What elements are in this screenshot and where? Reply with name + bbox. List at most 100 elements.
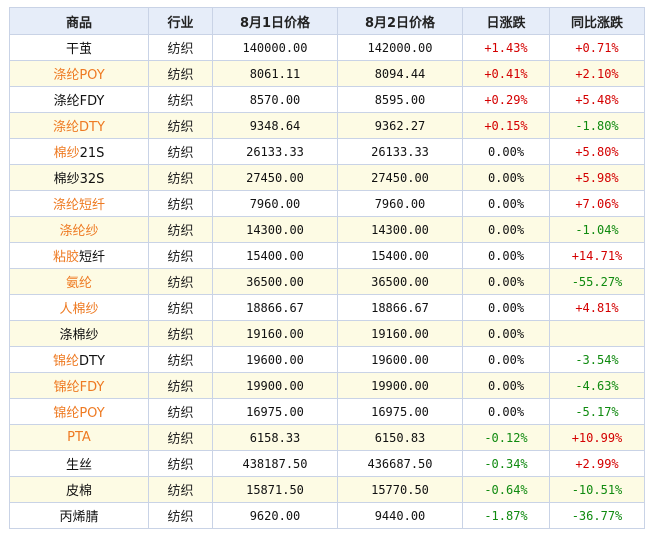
commodity-name-cell: 棉纱21S [9,138,149,165]
daily-change-cell: -0.12% [462,424,550,451]
commodity-name-cell: PTA [9,424,149,451]
yoy-change-cell: +0.71% [549,34,645,61]
commodity-name-cell: 锦纶DTY [9,346,149,373]
price-aug2-cell: 15400.00 [337,242,463,269]
daily-change-cell: 0.00% [462,268,550,295]
industry-cell: 纺织 [148,398,213,425]
price-aug1-cell: 9620.00 [212,502,338,529]
table-row: 涤纶纱 纺织 14300.00 14300.00 0.00% -1.04% [9,216,645,243]
daily-change-cell: 0.00% [462,164,550,191]
table-row: 棉纱32S 纺织 27450.00 27450.00 0.00% +5.98% [9,164,645,191]
price-aug2-cell: 26133.33 [337,138,463,165]
yoy-change-cell: -5.17% [549,398,645,425]
price-aug1-cell: 438187.50 [212,450,338,477]
industry-cell: 纺织 [148,112,213,139]
price-aug2-cell: 8595.00 [337,86,463,113]
table-row: 棉纱21S 纺织 26133.33 26133.33 0.00% +5.80% [9,138,645,165]
industry-cell: 纺织 [148,502,213,529]
price-aug1-cell: 6158.33 [212,424,338,451]
industry-cell: 纺织 [148,138,213,165]
yoy-change-cell: +14.71% [549,242,645,269]
daily-change-cell: +0.41% [462,60,550,87]
price-aug2-cell: 8094.44 [337,60,463,87]
yoy-change-cell [549,320,645,347]
industry-cell: 纺织 [148,216,213,243]
commodity-name-text: 干茧 [65,42,92,57]
daily-change-cell: +0.15% [462,112,550,139]
commodity-link[interactable]: 涤纶DTY [53,120,105,135]
price-aug2-cell: 19900.00 [337,372,463,399]
commodity-link[interactable]: 涤纶POY [53,68,105,83]
commodity-link[interactable]: 粘胶 [52,250,79,265]
daily-change-cell: 0.00% [462,320,550,347]
price-aug1-cell: 14300.00 [212,216,338,243]
daily-change-cell: -0.64% [462,476,550,503]
commodity-link[interactable]: 锦纶 [53,354,80,369]
price-aug2-cell: 142000.00 [337,34,463,61]
commodity-link[interactable]: 棉纱 [53,146,80,161]
table-row: 涤棉纱 纺织 19160.00 19160.00 0.00% [9,320,645,347]
yoy-change-cell: -36.77% [549,502,645,529]
commodity-name-cell: 干茧 [9,34,149,61]
industry-cell: 纺织 [148,268,213,295]
commodity-name-cell: 人棉纱 [9,294,149,321]
price-aug1-cell: 140000.00 [212,34,338,61]
daily-change-cell: 0.00% [462,294,550,321]
commodity-link[interactable]: 氨纶 [65,276,92,291]
commodity-link[interactable]: PTA [67,430,91,445]
price-aug1-cell: 18866.67 [212,294,338,321]
commodity-name-cell: 涤纶POY [9,60,149,87]
industry-cell: 纺织 [148,424,213,451]
price-aug1-cell: 36500.00 [212,268,338,295]
header-yoy-change: 同比涨跌 [549,7,645,35]
industry-cell: 纺织 [148,164,213,191]
table-row: 锦纶FDY 纺织 19900.00 19900.00 0.00% -4.63% [9,372,645,399]
price-aug1-cell: 26133.33 [212,138,338,165]
yoy-change-cell: +5.48% [549,86,645,113]
price-aug1-cell: 19160.00 [212,320,338,347]
daily-change-cell: 0.00% [462,138,550,165]
commodity-name-text: 棉纱32S [53,172,105,187]
daily-change-cell: +1.43% [462,34,550,61]
table-row: 锦纶POY 纺织 16975.00 16975.00 0.00% -5.17% [9,398,645,425]
commodity-name-text: 涤纶FDY [53,94,105,109]
commodity-link[interactable]: 锦纶POY [53,406,105,421]
commodity-link[interactable]: 涤纶短纤 [52,198,105,213]
price-aug1-cell: 9348.64 [212,112,338,139]
table-row: 丙烯腈 纺织 9620.00 9440.00 -1.87% -36.77% [9,502,645,529]
commodity-name-text: 皮棉 [65,484,92,499]
industry-cell: 纺织 [148,242,213,269]
yoy-change-cell: -10.51% [549,476,645,503]
price-aug2-cell: 18866.67 [337,294,463,321]
commodity-link[interactable]: 锦纶FDY [53,380,105,395]
daily-change-cell: 0.00% [462,242,550,269]
commodity-name-text: DTY [79,354,105,369]
commodity-link[interactable]: 人棉纱 [59,302,99,317]
commodity-name-text: 21S [79,146,105,161]
yoy-change-cell: +2.99% [549,450,645,477]
daily-change-cell: -1.87% [462,502,550,529]
price-aug1-cell: 8061.11 [212,60,338,87]
price-aug2-cell: 436687.50 [337,450,463,477]
price-aug1-cell: 16975.00 [212,398,338,425]
header-commodity: 商品 [9,7,149,35]
yoy-change-cell: +10.99% [549,424,645,451]
price-aug2-cell: 6150.83 [337,424,463,451]
industry-cell: 纺织 [148,294,213,321]
yoy-change-cell: -4.63% [549,372,645,399]
price-aug1-cell: 27450.00 [212,164,338,191]
commodity-name-cell: 涤纶纱 [9,216,149,243]
table-row: 干茧 纺织 140000.00 142000.00 +1.43% +0.71% [9,34,645,61]
daily-change-cell: 0.00% [462,398,550,425]
yoy-change-cell: +5.98% [549,164,645,191]
commodity-name-text: 生丝 [65,458,92,473]
yoy-change-cell: -1.80% [549,112,645,139]
daily-change-cell: 0.00% [462,346,550,373]
yoy-change-cell: -3.54% [549,346,645,373]
price-aug2-cell: 19160.00 [337,320,463,347]
yoy-change-cell: +7.06% [549,190,645,217]
commodity-link[interactable]: 涤纶纱 [59,224,99,239]
commodity-name-text: 涤棉纱 [59,328,99,343]
table-row: 人棉纱 纺织 18866.67 18866.67 0.00% +4.81% [9,294,645,321]
table-row: 涤纶FDY 纺织 8570.00 8595.00 +0.29% +5.48% [9,86,645,113]
